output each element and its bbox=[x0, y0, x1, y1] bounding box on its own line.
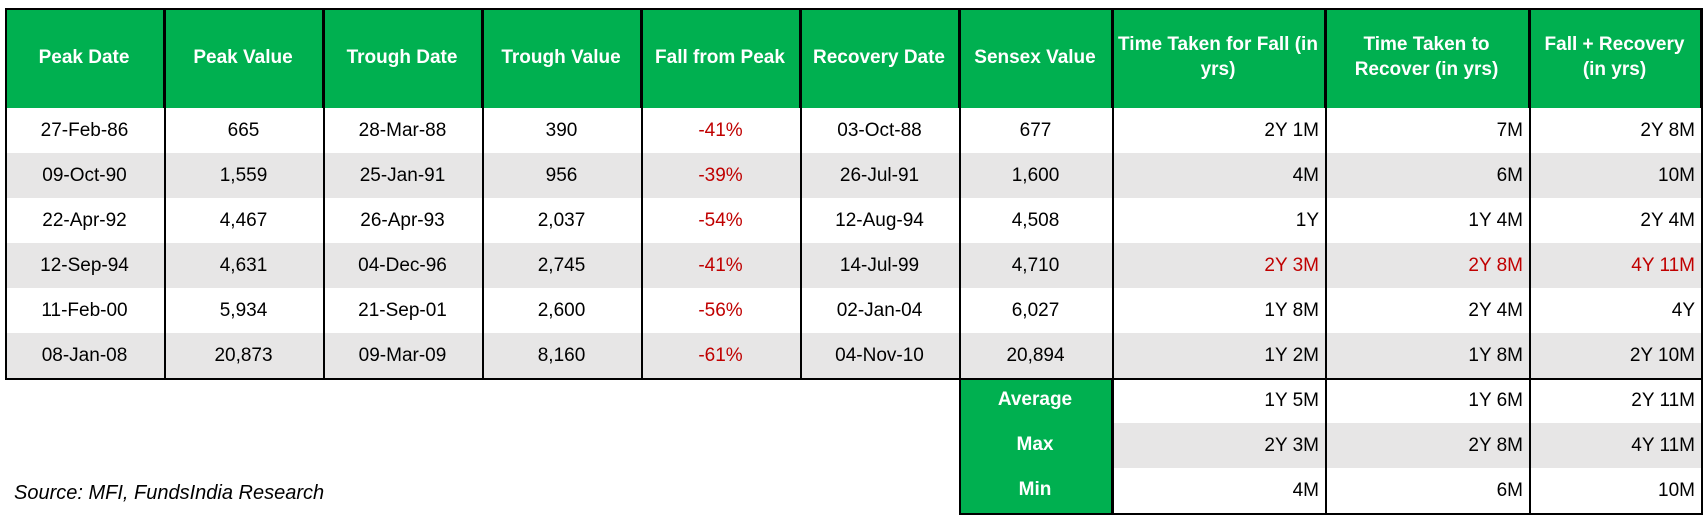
table-cell: -41% bbox=[641, 243, 800, 288]
summary-cell: 2Y 8M bbox=[1325, 423, 1529, 468]
table-cell: -61% bbox=[641, 333, 800, 378]
table-border bbox=[5, 378, 1703, 380]
table-cell: 09-Mar-09 bbox=[323, 333, 482, 378]
summary-cell: 10M bbox=[1658, 479, 1695, 501]
table-cell: 1,559 bbox=[164, 153, 323, 198]
table-cell: 1,600 bbox=[959, 153, 1112, 198]
summary-label: Average bbox=[959, 378, 1112, 423]
column-border bbox=[1701, 8, 1703, 513]
table-cell: 08-Jan-08 bbox=[5, 333, 164, 378]
table-cell: 2Y 3M bbox=[1112, 243, 1325, 288]
table-cell: 2,037 bbox=[537, 209, 586, 231]
table-cell: 4,710 bbox=[959, 243, 1112, 288]
table-cell: 20,894 bbox=[959, 333, 1112, 378]
table-cell: -54% bbox=[698, 209, 743, 231]
table-cell: 4,508 bbox=[1011, 209, 1060, 231]
summary-cell: 2Y 11M bbox=[1631, 389, 1695, 411]
table-cell: 390 bbox=[545, 119, 578, 141]
table-cell: 27-Feb-86 bbox=[40, 119, 129, 141]
summary-cell: 4M bbox=[1292, 479, 1319, 501]
summary-cell: 4Y 11M bbox=[1529, 423, 1701, 468]
header-cell: Sensex Value bbox=[959, 8, 1112, 108]
table-cell: 1Y 8M bbox=[1264, 299, 1319, 321]
header-cell: Time Taken for Fall (in yrs) bbox=[1112, 8, 1325, 108]
table-cell: 2Y 4M bbox=[1468, 299, 1523, 321]
header-cell: Trough Date bbox=[323, 8, 482, 108]
table-cell: 11-Feb-00 bbox=[41, 299, 128, 321]
column-border bbox=[641, 8, 643, 378]
table-cell: 677 bbox=[1019, 119, 1052, 141]
table-cell: 4M bbox=[1112, 153, 1325, 198]
table-cell: 2,745 bbox=[482, 243, 641, 288]
column-border bbox=[5, 8, 7, 378]
table-cell: 8,160 bbox=[482, 333, 641, 378]
table-cell: 665 bbox=[227, 119, 260, 141]
table-cell: 22-Apr-92 bbox=[42, 209, 127, 231]
header-cell: Fall from Peak bbox=[641, 8, 800, 108]
table-cell: 20,873 bbox=[164, 333, 323, 378]
table-cell: 4,467 bbox=[219, 209, 268, 231]
header-cell: Peak Value bbox=[164, 8, 323, 108]
column-border bbox=[482, 8, 484, 378]
summary-cell: 1Y 5M bbox=[1264, 389, 1319, 411]
summary-cell: 2Y 3M bbox=[1112, 423, 1325, 468]
column-border bbox=[959, 8, 961, 513]
table-cell: 12-Sep-94 bbox=[5, 243, 164, 288]
table-cell: 10M bbox=[1529, 153, 1701, 198]
table-cell: 4,631 bbox=[164, 243, 323, 288]
summary-label: Max bbox=[959, 423, 1112, 468]
table-cell: 7M bbox=[1496, 119, 1523, 141]
summary-cell: 6M bbox=[1496, 479, 1523, 501]
table-cell: 2Y 10M bbox=[1529, 333, 1701, 378]
table-cell: 04-Dec-96 bbox=[323, 243, 482, 288]
column-border bbox=[1529, 8, 1531, 513]
table-cell: 25-Jan-91 bbox=[323, 153, 482, 198]
table-cell: 6,027 bbox=[1011, 299, 1060, 321]
table-cell: 2,600 bbox=[537, 299, 586, 321]
table-cell: 02-Jan-04 bbox=[836, 299, 923, 321]
table-border bbox=[5, 8, 1703, 10]
table-cell: 12-Aug-94 bbox=[835, 209, 924, 231]
header-cell: Time Taken to Recover (in yrs) bbox=[1325, 8, 1529, 108]
header-cell: Recovery Date bbox=[800, 8, 959, 108]
summary-label: Min bbox=[959, 468, 1112, 513]
table-cell: 1Y 4M bbox=[1468, 209, 1523, 231]
header-cell: Fall + Recovery (in yrs) bbox=[1529, 8, 1701, 108]
table-cell: 28-Mar-88 bbox=[358, 119, 447, 141]
table-cell: 04-Nov-10 bbox=[800, 333, 959, 378]
header-cell: Trough Value bbox=[482, 8, 641, 108]
table-cell: 14-Jul-99 bbox=[800, 243, 959, 288]
table-cell: 2Y 1M bbox=[1264, 119, 1319, 141]
column-border bbox=[1112, 8, 1114, 513]
column-border bbox=[164, 8, 166, 378]
table-cell: 1Y 8M bbox=[1325, 333, 1529, 378]
table-cell: 5,934 bbox=[219, 299, 268, 321]
source-note: Source: MFI, FundsIndia Research bbox=[14, 482, 325, 504]
table-border bbox=[959, 513, 1703, 515]
table-cell: 956 bbox=[482, 153, 641, 198]
table-cell: -56% bbox=[698, 299, 743, 321]
table-cell: 6M bbox=[1325, 153, 1529, 198]
table-cell: 2Y 4M bbox=[1640, 209, 1695, 231]
table-cell: -41% bbox=[698, 119, 743, 141]
table-cell: 09-Oct-90 bbox=[5, 153, 164, 198]
table-cell: 2Y 8M bbox=[1325, 243, 1529, 288]
table-cell: 21-Sep-01 bbox=[358, 299, 447, 321]
column-border bbox=[800, 8, 802, 378]
table-cell: 4Y 11M bbox=[1529, 243, 1701, 288]
column-border bbox=[323, 8, 325, 378]
table-cell: 4Y bbox=[1671, 299, 1695, 321]
table-cell: 03-Oct-88 bbox=[837, 119, 922, 141]
table-cell: 2Y 8M bbox=[1640, 119, 1695, 141]
table-cell: 1Y 2M bbox=[1112, 333, 1325, 378]
table-cell: 26-Apr-93 bbox=[360, 209, 445, 231]
summary-cell: 1Y 6M bbox=[1468, 389, 1523, 411]
header-cell: Peak Date bbox=[5, 8, 164, 108]
table-cell: -39% bbox=[641, 153, 800, 198]
column-border bbox=[1325, 8, 1327, 513]
table-cell: 1Y bbox=[1295, 209, 1319, 231]
table-cell: 26-Jul-91 bbox=[800, 153, 959, 198]
